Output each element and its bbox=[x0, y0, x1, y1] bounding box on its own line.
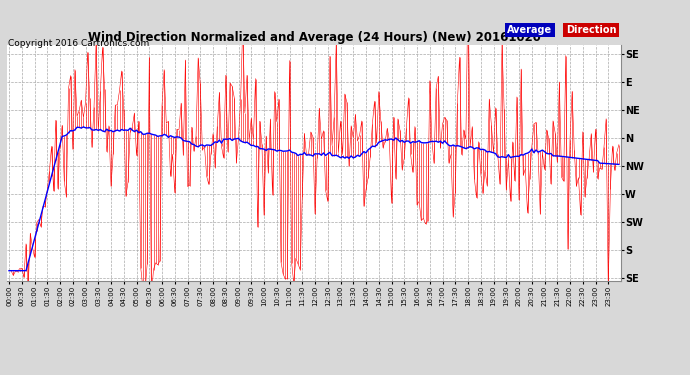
Text: Average: Average bbox=[507, 25, 552, 35]
Text: Copyright 2016 Cartronics.com: Copyright 2016 Cartronics.com bbox=[8, 39, 150, 48]
Title: Wind Direction Normalized and Average (24 Hours) (New) 20161020: Wind Direction Normalized and Average (2… bbox=[88, 31, 540, 44]
Text: Direction: Direction bbox=[566, 25, 616, 35]
